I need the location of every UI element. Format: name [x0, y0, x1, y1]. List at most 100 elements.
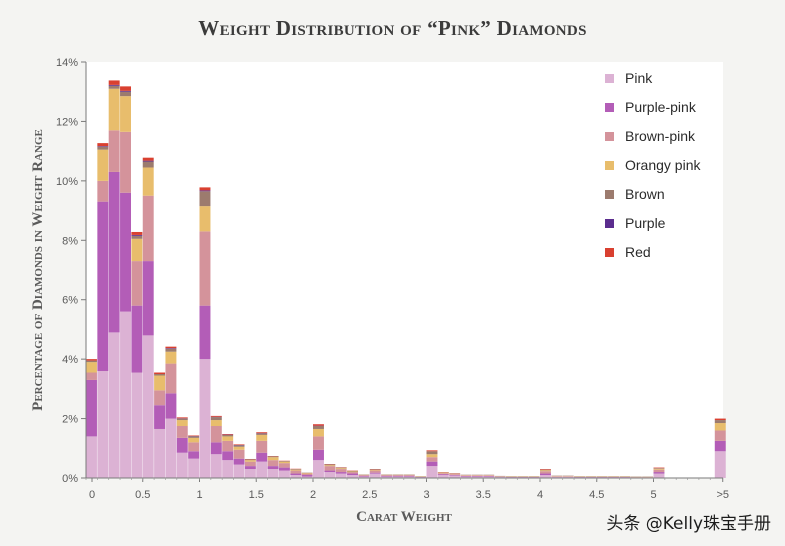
bar-segment [97, 146, 109, 150]
bar-segment [426, 461, 438, 467]
bar-segment [176, 418, 188, 421]
bar-segment [120, 192, 131, 312]
bar-segment [301, 476, 313, 478]
bar-segment [131, 235, 143, 239]
bar-segment [358, 476, 370, 478]
bar-segment [540, 469, 551, 471]
bar-segment [278, 463, 290, 468]
bar-segment [165, 348, 177, 352]
bar-segment [483, 475, 495, 476]
watermark-text: 头条 @Kelly珠宝手册 [606, 514, 771, 534]
y-axis-title: Percentage of Diamonds in Weight Range [30, 129, 46, 411]
bar-segment [233, 445, 245, 447]
bar-segment [142, 167, 154, 196]
bar-segment [199, 206, 211, 232]
bar-segment [347, 471, 358, 473]
bar-segment [562, 476, 574, 477]
bar-segment [86, 436, 97, 478]
bar-segment [369, 472, 381, 474]
bar-segment [460, 475, 472, 477]
bar-segment [714, 423, 726, 431]
legend-label: Orangy pink [625, 157, 701, 173]
bar-segment [437, 473, 449, 475]
x-tick-label: 4.5 [589, 489, 604, 501]
legend-label: Pink [625, 70, 653, 86]
bar-segment [313, 426, 324, 429]
x-tick-label: 3 [423, 489, 429, 501]
bar-segment [313, 428, 324, 437]
bar-segment [540, 469, 551, 470]
legend-label: Brown [625, 186, 665, 202]
bar-segment [335, 473, 347, 478]
legend-label: Purple [625, 215, 666, 231]
bar-segment [256, 440, 268, 453]
bar-segment [256, 461, 268, 478]
x-tick-label: 1 [196, 489, 202, 501]
bar-segment [335, 468, 347, 470]
bar-segment [267, 456, 279, 458]
y-ticks: 0% 2% 4% 6% 8% 10% 12% 14% [56, 57, 86, 485]
bar-segment [403, 476, 415, 478]
bar-segment [335, 467, 347, 469]
bar-segment [392, 476, 404, 478]
bar-segment [131, 231, 143, 235]
bar-segment [653, 473, 665, 478]
bar-segment [131, 261, 143, 306]
bar-segment [301, 472, 313, 474]
bar-segment [97, 371, 109, 478]
bar-segment [131, 238, 143, 262]
bar-segment [426, 451, 438, 455]
bar-segment [426, 450, 438, 452]
bar-segment [369, 470, 381, 473]
bar-segment [460, 475, 472, 476]
bar-segment [369, 469, 381, 471]
chart-title: Weight Distribution of “Pink” Diamonds [198, 16, 587, 40]
bar-segment [108, 84, 120, 86]
bar-segment [176, 426, 188, 438]
bar-segment [540, 470, 551, 472]
y-tick-label: 6% [62, 295, 78, 307]
bar-segment [653, 472, 665, 474]
x-tick-label: 0 [89, 489, 95, 501]
bar-segment [426, 466, 438, 478]
bar-segment [449, 475, 461, 476]
bar-segment [233, 446, 245, 450]
bar-segment [108, 85, 120, 89]
bar-segment [142, 160, 154, 162]
bar-segment [460, 476, 472, 478]
legend-swatch [605, 219, 614, 228]
bar-segment [653, 467, 665, 469]
bar-segment [381, 476, 393, 478]
bar-segment [210, 454, 222, 478]
bar-segment [714, 451, 726, 478]
bar-segment [210, 415, 222, 417]
bar-segment [131, 372, 143, 478]
bar-segment [222, 440, 234, 452]
bar-segment [714, 420, 726, 424]
bar-segment [176, 452, 188, 478]
bar-segment [199, 190, 211, 192]
bar-segment [714, 418, 726, 421]
bar-segment [86, 359, 97, 361]
bar-segment [540, 473, 551, 476]
legend-swatch [605, 190, 614, 199]
bar-segment [267, 466, 279, 470]
bar-segment [165, 346, 177, 349]
bar-segment [426, 454, 438, 458]
bar-segment [324, 466, 336, 471]
bar-segment [142, 335, 154, 478]
bar-segment [369, 473, 381, 478]
bar-segment [120, 91, 131, 97]
bar-segment [222, 436, 234, 441]
bar-segment [86, 379, 97, 437]
bar-segment [188, 451, 200, 459]
bar-segment [403, 475, 415, 477]
bar-segment [199, 231, 211, 306]
bar-segment [278, 470, 290, 478]
bar-segment [313, 460, 324, 478]
bar-segment [131, 305, 143, 373]
bar-segment [97, 201, 109, 372]
bar-segment [165, 418, 177, 478]
bar-segment [188, 436, 200, 438]
bar-segment [154, 375, 166, 391]
